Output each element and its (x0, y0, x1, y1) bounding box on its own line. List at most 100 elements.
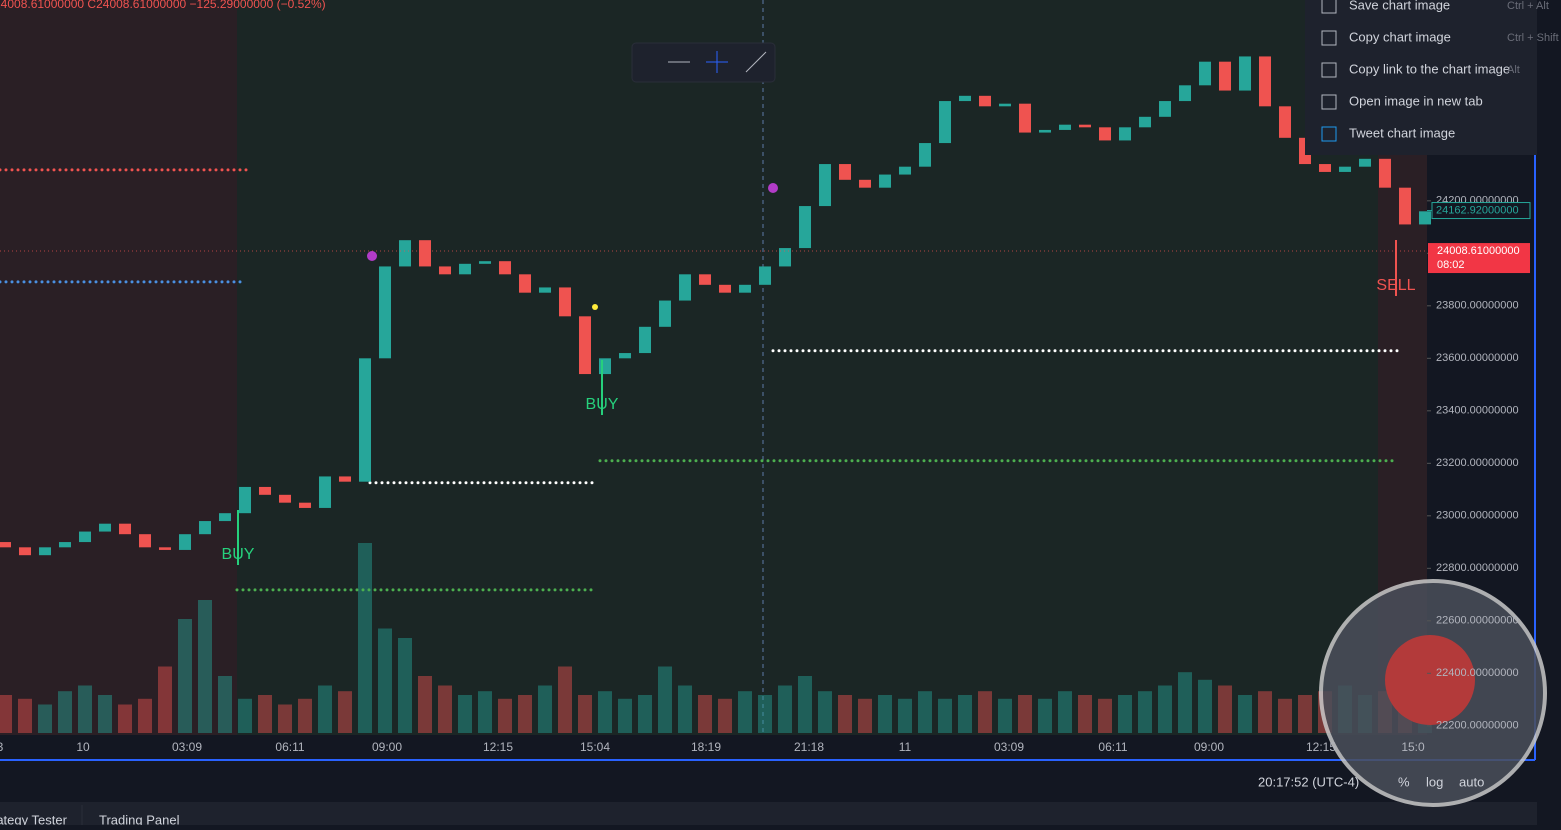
volume-bar (438, 685, 452, 733)
volume-bar (578, 695, 592, 733)
x-tick-label: 10 (76, 740, 90, 754)
menu-item[interactable]: Tweet chart image (1349, 125, 1455, 140)
candle-body (1159, 101, 1171, 117)
volume-bar (298, 698, 312, 733)
volume-bar (1218, 685, 1232, 733)
volume-bar (378, 628, 392, 733)
candle-body (299, 502, 311, 508)
watermark-avatar (1385, 635, 1475, 725)
scale-button[interactable]: % (1398, 774, 1410, 789)
menu-icon[interactable] (1321, 0, 1337, 14)
candle-body (499, 261, 511, 275)
candle-body (259, 486, 271, 495)
countdown: 08:02 (1437, 259, 1465, 271)
volume-bar (218, 676, 232, 733)
candle-body (239, 486, 251, 514)
x-tick-label: 03:09 (994, 740, 1024, 754)
volume-bar (1118, 695, 1132, 733)
candle-body (859, 179, 871, 188)
candle-body (439, 266, 451, 275)
candle-body (919, 143, 931, 167)
x-tick-label: 09:00 (372, 740, 402, 754)
menu-item[interactable]: Open image in new tab (1349, 93, 1483, 108)
candle-body (59, 542, 71, 548)
candle-body (1199, 61, 1211, 86)
volume-bar (118, 704, 132, 733)
volume-bar (1258, 691, 1272, 733)
candle-body (1119, 127, 1131, 141)
volume-bar (738, 691, 752, 733)
volume-bar (618, 698, 632, 733)
menu-icon[interactable] (1321, 126, 1337, 142)
ohlc-legend: 24008.61000000 C24008.61000000 −125.2900… (0, 0, 326, 11)
menu-item[interactable]: Copy link to the chart image (1349, 61, 1510, 76)
volume-bar (198, 600, 212, 733)
x-tick-label: 15:0 (1401, 740, 1425, 754)
candle-body (679, 274, 691, 301)
menu-icon[interactable] (1321, 30, 1337, 46)
candle-body (999, 103, 1011, 107)
x-tick-label: 18:19 (691, 740, 721, 754)
tab[interactable]: Trading Panel (99, 812, 180, 827)
candle-body (159, 547, 171, 550)
candle-body (519, 274, 531, 293)
candle-body (139, 534, 151, 548)
volume-bar (918, 691, 932, 733)
volume-bar (538, 685, 552, 733)
candle-body (419, 240, 431, 267)
candle-body (279, 494, 291, 503)
candle-body (1399, 187, 1411, 225)
volume-bar (1198, 679, 1212, 733)
volume-bar (418, 676, 432, 733)
candle-body (799, 206, 811, 249)
candle-body (619, 353, 631, 359)
candle-body (0, 542, 11, 548)
volume-bar (838, 695, 852, 733)
menu-icon[interactable] (1321, 94, 1337, 110)
menu-item[interactable]: Copy chart image (1349, 29, 1451, 44)
volume-bar (1238, 695, 1252, 733)
x-tick-label: 12:15 (483, 740, 513, 754)
drawing-toolbar[interactable] (631, 42, 776, 83)
tool-icon[interactable] (745, 51, 767, 73)
scale-button[interactable]: auto (1459, 774, 1484, 789)
candle-body (1179, 85, 1191, 102)
candle-body (779, 248, 791, 267)
candle-body (479, 261, 491, 264)
candle-body (1379, 158, 1391, 188)
candle-body (379, 266, 391, 359)
volume-bar (318, 685, 332, 733)
menu-shortcut: Ctrl + Shift (1507, 32, 1559, 44)
candle-body (19, 547, 31, 556)
tab[interactable]: rategy Tester (0, 812, 68, 827)
candle-body (99, 523, 111, 532)
volume-bar (698, 695, 712, 733)
volume-bar (1158, 685, 1172, 733)
menu-shortcut: Ctrl + Alt (1507, 0, 1549, 12)
menu-icon[interactable] (1321, 62, 1337, 78)
volume-bar (898, 698, 912, 733)
x-tick-label: 21:18 (794, 740, 824, 754)
x-tick-label: 03:09 (172, 740, 202, 754)
volume-bar (338, 691, 352, 733)
y-tick-label: 23000.00000000 (1436, 510, 1519, 522)
candle-body (639, 326, 651, 354)
volume-bar (858, 698, 872, 733)
menu-shortcut: Alt (1507, 64, 1520, 76)
candle-body (599, 358, 611, 375)
signal-dot (367, 251, 377, 261)
candle-body (179, 534, 191, 550)
volume-bar (1178, 672, 1192, 733)
volume-bar (798, 676, 812, 733)
volume-bar (78, 685, 92, 733)
volume-bar (678, 685, 692, 733)
volume-bar (598, 691, 612, 733)
candle-body (539, 287, 551, 293)
y-tick-label: 23400.00000000 (1436, 405, 1519, 417)
candle-body (119, 523, 131, 535)
scale-button[interactable]: log (1426, 774, 1443, 789)
volume-bar (18, 698, 32, 733)
price-tag (1428, 243, 1530, 274)
menu-item[interactable]: Save chart image (1349, 0, 1450, 12)
